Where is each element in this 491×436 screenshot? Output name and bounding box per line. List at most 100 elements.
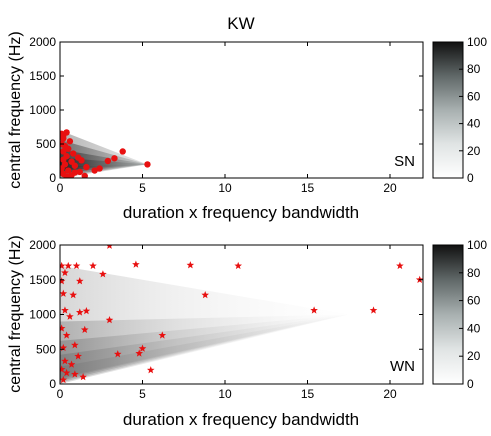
colorbar-tick-label: 60 (467, 89, 481, 103)
data-point (62, 331, 71, 339)
colorbar-tick-label: 100 (467, 238, 487, 252)
data-point (106, 245, 113, 249)
colorbar-tick-label: 20 (467, 349, 481, 363)
data-point (72, 261, 81, 270)
data-point (69, 291, 77, 299)
colorbar-ticks: 0 20 40 60 80 100 (459, 238, 487, 391)
data-point (71, 169, 79, 176)
data-point (71, 162, 79, 169)
x-tick-label: 0 (57, 181, 64, 195)
colorbar-tick-label: 40 (467, 321, 481, 335)
data-point (60, 375, 68, 384)
data-point (310, 306, 318, 314)
data-point (63, 173, 70, 178)
data-point (138, 344, 147, 352)
x-tick-label: 10 (218, 387, 232, 401)
x-tick-label: 15 (301, 387, 315, 401)
data-point (132, 260, 140, 268)
data-point (83, 163, 90, 171)
y-tick-label: 0 (49, 377, 56, 391)
data-point (60, 365, 66, 373)
x-tick-label: 10 (218, 181, 232, 195)
y-axis-label: central frequency (Hz) (7, 31, 24, 188)
y-tick-label: 500 (36, 342, 56, 356)
density-band (60, 314, 349, 383)
data-point (60, 277, 66, 285)
panel-label: SN (394, 153, 415, 170)
colorbar (432, 41, 464, 179)
data-point (369, 306, 378, 314)
data-point (60, 148, 67, 155)
data-point (91, 167, 98, 174)
panel-label: WN (390, 358, 415, 375)
x-tick-label: 15 (301, 181, 315, 195)
data-point (67, 360, 76, 368)
density-fan (60, 130, 148, 178)
colorbar-tick-label: 0 (467, 171, 474, 185)
y-tick-label: 0 (49, 171, 56, 185)
data-point (79, 373, 87, 381)
x-axis-label: duration x frequency bandwidth (123, 203, 359, 222)
data-point (104, 157, 112, 165)
panel-top: KW 0 5 10 15 20 0 500 1000 1500 2000 SN duration … (7, 14, 487, 222)
y-tick-label: 2000 (29, 238, 56, 252)
colorbar (432, 244, 464, 385)
axis-ticks: 0 5 10 15 20 0 500 1000 1500 2000 (29, 238, 423, 401)
data-point (60, 135, 67, 142)
x-tick-label: 5 (139, 181, 146, 195)
data-point (66, 138, 74, 145)
x-tick-label: 20 (383, 387, 397, 401)
data-point (61, 357, 69, 365)
density-band (60, 314, 349, 380)
y-tick-label: 1000 (29, 308, 56, 322)
data-point (61, 268, 69, 277)
data-point (113, 350, 122, 358)
data-point (71, 341, 79, 349)
y-tick-label: 1000 (29, 103, 56, 117)
x-axis-label: duration x frequency bandwidth (123, 410, 359, 429)
y-axis-label: central frequency (Hz) (7, 235, 24, 392)
data-point (146, 366, 155, 374)
data-point (76, 168, 84, 176)
data-point (70, 150, 77, 157)
data-point (62, 368, 71, 377)
data-point (61, 306, 69, 314)
data-point (76, 308, 84, 316)
density-band (60, 164, 148, 168)
data-point (89, 261, 97, 270)
colorbar-tick-label: 20 (467, 144, 481, 158)
colorbar-tick-label: 0 (467, 377, 474, 391)
data-point (396, 261, 404, 270)
data-point (119, 148, 126, 155)
data-point (60, 165, 65, 172)
colorbar-tick-label: 80 (467, 62, 481, 76)
data-points (60, 129, 151, 178)
x-tick-label: 20 (383, 181, 397, 195)
data-point (78, 157, 85, 164)
data-point (99, 270, 107, 278)
colorbar-tick-label: 80 (467, 266, 481, 280)
data-point (65, 145, 72, 152)
data-point (71, 370, 79, 378)
chart-title: KW (227, 14, 254, 33)
colorbar-ticks: 0 20 40 60 80 100 (459, 35, 487, 185)
data-point (60, 324, 66, 332)
data-point (74, 352, 82, 360)
data-point (158, 331, 167, 339)
y-tick-label: 1500 (29, 273, 56, 287)
density-band (60, 314, 349, 378)
data-point (63, 129, 70, 136)
y-tick-label: 2000 (29, 35, 56, 49)
data-point (144, 161, 151, 168)
data-point (60, 289, 68, 297)
colorbar-tick-label: 60 (467, 294, 481, 308)
y-tick-label: 1500 (29, 69, 56, 83)
data-point (81, 172, 88, 178)
data-point (234, 261, 242, 270)
x-tick-label: 0 (57, 387, 64, 401)
y-tick-label: 500 (36, 137, 56, 151)
data-point (105, 316, 114, 324)
axis-ticks: 0 5 10 15 20 0 500 1000 1500 2000 (29, 35, 423, 195)
